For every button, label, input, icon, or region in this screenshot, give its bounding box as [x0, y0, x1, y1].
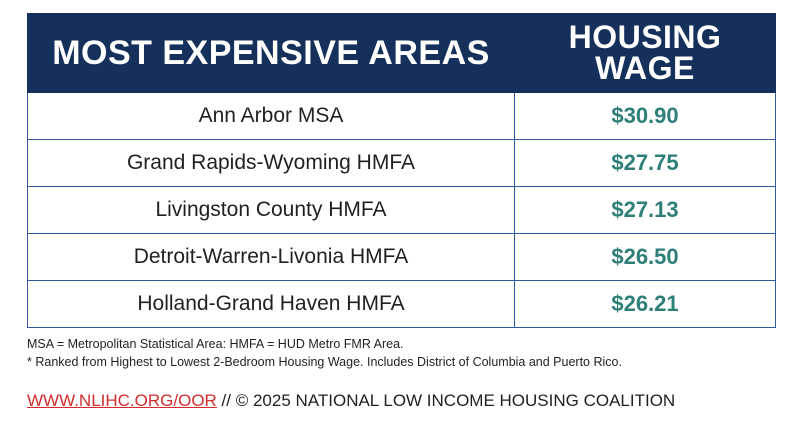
source-footer: WWW.NLIHC.ORG/OOR // © 2025 NATIONAL LOW…: [27, 391, 787, 411]
area-name: Ann Arbor MSA: [27, 92, 515, 140]
area-name: Detroit-Warren-Livonia HMFA: [27, 233, 515, 281]
expensive-areas-table: MOST EXPENSIVE AREAS HOUSING WAGE Ann Ar…: [27, 13, 776, 328]
housing-wage-value: $27.75: [514, 139, 776, 187]
housing-wage-value: $26.21: [514, 280, 776, 328]
header-areas: MOST EXPENSIVE AREAS: [27, 13, 515, 93]
footnotes: MSA = Metropolitan Statistical Area: HMF…: [27, 335, 777, 371]
header-housing-wage-line2: WAGE: [595, 50, 695, 86]
area-name: Holland-Grand Haven HMFA: [27, 280, 515, 328]
nlihc-oor-link[interactable]: WWW.NLIHC.ORG/OOR: [27, 391, 217, 410]
housing-wage-value: $30.90: [514, 92, 776, 140]
header-housing-wage: HOUSING WAGE: [514, 13, 776, 93]
table-row: Holland-Grand Haven HMFA $26.21: [27, 280, 776, 328]
footnote-abbreviations: MSA = Metropolitan Statistical Area: HMF…: [27, 337, 404, 351]
table-header-row: MOST EXPENSIVE AREAS HOUSING WAGE: [27, 13, 776, 93]
housing-wage-value: $27.13: [514, 186, 776, 234]
footnote-ranking: * Ranked from Highest to Lowest 2-Bedroo…: [27, 355, 622, 369]
table-row: Grand Rapids-Wyoming HMFA $27.75: [27, 139, 776, 187]
header-housing-wage-line1: HOUSING: [568, 19, 722, 55]
table-row: Detroit-Warren-Livonia HMFA $26.50: [27, 233, 776, 281]
area-name: Livingston County HMFA: [27, 186, 515, 234]
copyright-text: // © 2025 NATIONAL LOW INCOME HOUSING CO…: [216, 391, 676, 410]
area-name: Grand Rapids-Wyoming HMFA: [27, 139, 515, 187]
table-row: Ann Arbor MSA $30.90: [27, 92, 776, 140]
table-row: Livingston County HMFA $27.13: [27, 186, 776, 234]
housing-wage-value: $26.50: [514, 233, 776, 281]
